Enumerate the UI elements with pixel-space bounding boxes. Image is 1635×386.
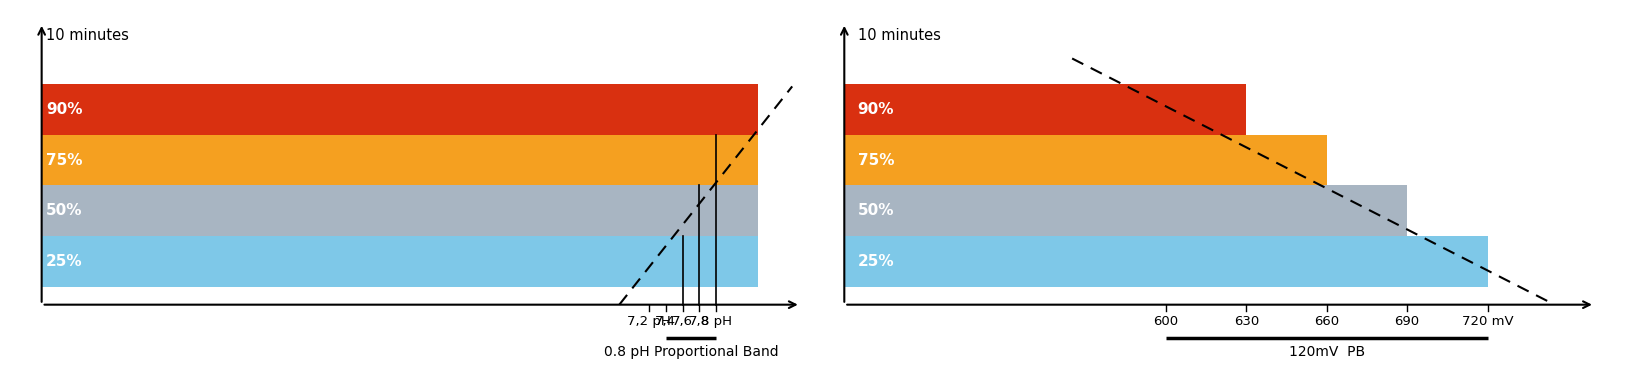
Bar xyxy=(844,135,1326,185)
Text: 75%: 75% xyxy=(858,152,894,168)
Text: 720 mV: 720 mV xyxy=(1462,315,1514,328)
Text: 630: 630 xyxy=(1234,315,1259,328)
Text: 7,4: 7,4 xyxy=(656,315,677,328)
Text: 50%: 50% xyxy=(858,203,894,218)
Bar xyxy=(41,84,759,135)
Text: 0.8 pH Proportional Band: 0.8 pH Proportional Band xyxy=(603,345,778,359)
Bar xyxy=(844,185,1408,236)
Text: 75%: 75% xyxy=(46,152,82,168)
Text: 7,8: 7,8 xyxy=(688,315,710,328)
Bar xyxy=(41,135,759,185)
Text: 690: 690 xyxy=(1395,315,1419,328)
Text: 660: 660 xyxy=(1315,315,1339,328)
Text: 25%: 25% xyxy=(858,254,894,269)
Text: 120mV  PB: 120mV PB xyxy=(1288,345,1365,359)
Bar xyxy=(41,236,759,287)
Text: 10 minutes: 10 minutes xyxy=(46,28,129,43)
Bar xyxy=(41,185,759,236)
Text: 50%: 50% xyxy=(46,203,82,218)
Text: 90%: 90% xyxy=(46,102,82,117)
Bar xyxy=(844,236,1488,287)
Text: 25%: 25% xyxy=(46,254,82,269)
Text: 600: 600 xyxy=(1153,315,1179,328)
Text: 10 minutes: 10 minutes xyxy=(858,28,940,43)
Text: 7,2 pH: 7,2 pH xyxy=(626,315,670,328)
Bar xyxy=(844,84,1246,135)
Text: 7,6: 7,6 xyxy=(672,315,693,328)
Text: 8 pH: 8 pH xyxy=(701,315,732,328)
Text: 90%: 90% xyxy=(858,102,894,117)
